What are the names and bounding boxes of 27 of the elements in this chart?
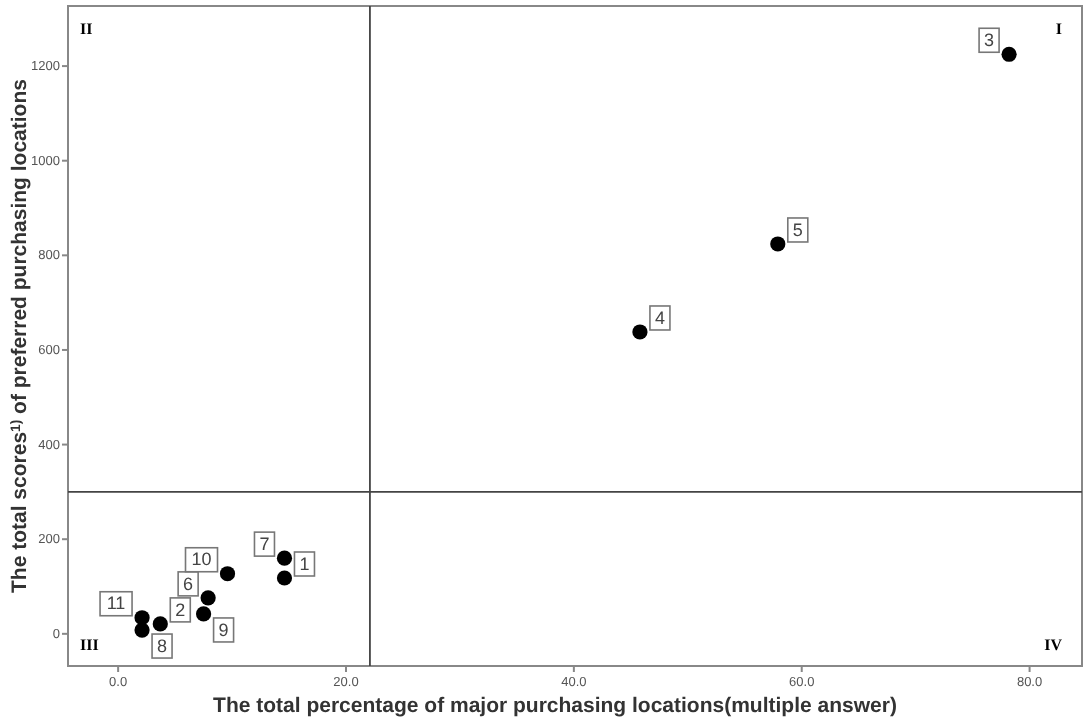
annotation: 5 [792,219,803,240]
annotation: 8 [157,635,168,656]
point [276,570,293,586]
point [195,606,212,622]
point [276,550,293,566]
point [1001,46,1017,62]
point [134,622,150,638]
annotation: 3 [984,30,995,51]
annotation: 4 [654,307,665,328]
annotation: IV [1044,636,1063,654]
point [219,566,236,582]
annotation: 7 [259,533,270,554]
annotation: 2 [175,599,186,620]
x-axis-title: The total percentage of major purchasing locations(multiple answer) [213,694,897,718]
point [134,610,150,626]
annotation: 10 [191,549,212,570]
annotation: 9 [218,619,229,640]
point [152,616,168,632]
annotation: II [80,20,93,38]
annotation: I [1055,20,1062,38]
point [200,590,216,606]
point [770,236,786,252]
annotation: 1 [299,553,310,574]
annotation: III [80,636,99,654]
point [632,324,648,340]
annotation: 11 [106,593,126,614]
annotation: 6 [183,573,194,594]
